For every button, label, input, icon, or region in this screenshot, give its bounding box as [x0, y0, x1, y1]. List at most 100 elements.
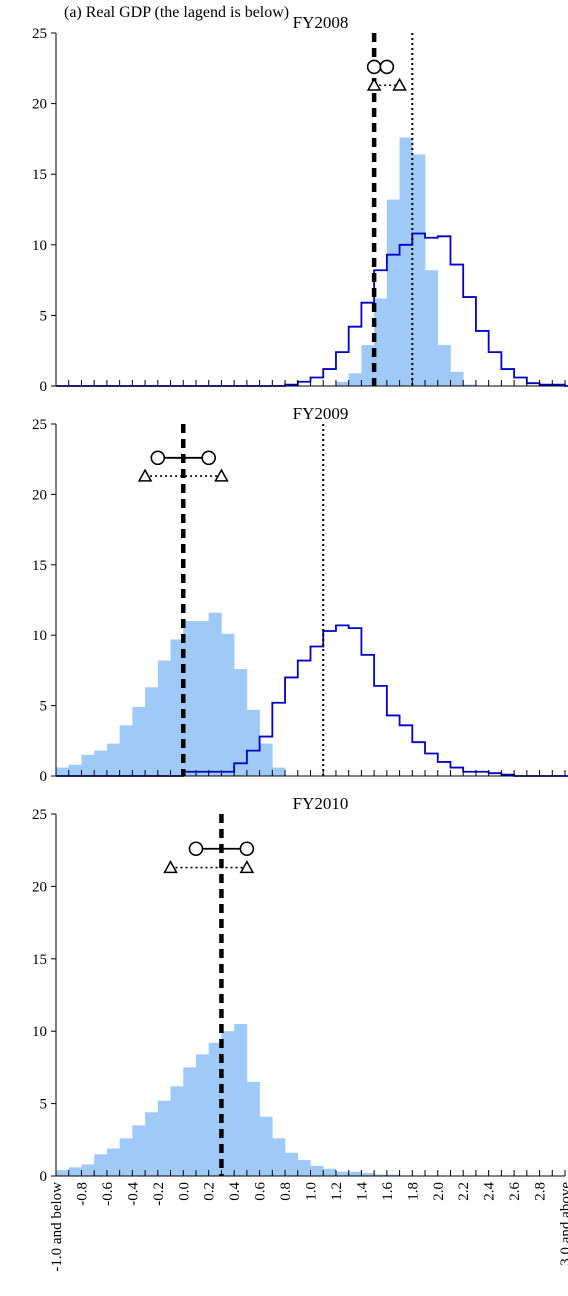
triangle-marker: [239, 860, 255, 874]
y-tick-label: 0: [40, 379, 48, 395]
y-tick-label: 15: [32, 952, 47, 968]
x-tick-label: 1.8: [405, 1182, 421, 1201]
histogram-bar: [399, 137, 413, 386]
histogram-bar: [412, 154, 426, 386]
histogram-bar: [106, 1148, 120, 1176]
circle-marker: [366, 59, 382, 75]
x-tick-label: 2.0: [431, 1182, 447, 1201]
histogram-bar: [272, 1138, 286, 1176]
histogram-bar: [348, 1171, 362, 1176]
histogram-bar: [170, 639, 184, 776]
x-tick-label: 3.0 and above: [558, 1182, 568, 1266]
y-tick-label: 10: [32, 628, 47, 644]
histogram-bar: [335, 381, 349, 386]
histogram-bar: [348, 373, 362, 386]
histogram-bar: [119, 725, 133, 776]
histogram-bar: [208, 612, 222, 776]
histogram-bar: [195, 621, 209, 776]
chart-panel-FY2008: 0 5 10 15 20 25 FY2008: [32, 13, 568, 395]
histogram-bar: [335, 1171, 349, 1176]
histogram-bar: [374, 298, 388, 386]
histogram-bar: [285, 1152, 299, 1176]
x-tick-label: 1.2: [329, 1182, 345, 1201]
x-tick-label: 0.6: [253, 1182, 269, 1201]
y-tick-label: 0: [40, 769, 48, 785]
histogram-bar: [170, 1086, 184, 1176]
y-tick-label: 20: [32, 879, 47, 895]
histogram-bar: [323, 1168, 337, 1176]
panel-title: FY2010: [293, 794, 349, 813]
histogram-bar: [297, 1160, 311, 1176]
y-tick-label: 25: [32, 417, 47, 433]
histogram-bar: [425, 270, 439, 386]
triangle-marker: [392, 77, 407, 91]
x-tick-label: -0.6: [100, 1182, 116, 1206]
circle-marker: [188, 841, 204, 857]
chart-panels: 0 5 10 15 20 25 FY2008 0 5 10 15 20 25 FY2009 0 5 10 15 20…: [32, 13, 568, 1185]
panel-title: FY2008: [293, 13, 349, 32]
y-tick-label: 15: [32, 558, 47, 574]
histogram-bar: [157, 1100, 171, 1176]
x-tick-label: -0.2: [151, 1182, 167, 1206]
histogram-bar: [119, 1138, 133, 1176]
x-tick-label: 0.2: [202, 1182, 218, 1201]
figure-header: (a) Real GDP (the lagend is below): [64, 4, 289, 21]
triangle-marker: [214, 468, 229, 482]
histogram-bar: [259, 743, 273, 776]
chart-panel-FY2009: 0 5 10 15 20 25 FY2009: [32, 404, 568, 785]
y-tick-label: 20: [32, 97, 47, 113]
x-tick-label: 2.8: [533, 1182, 549, 1201]
histogram-bar: [234, 668, 248, 776]
histogram-bar: [221, 1031, 235, 1176]
x-tick-label: -1.0 and below: [49, 1182, 65, 1272]
triangle-marker: [137, 468, 153, 482]
y-tick-label: 25: [32, 807, 47, 823]
triangle-marker: [163, 860, 178, 874]
histogram-bar: [183, 621, 197, 776]
histogram-bar: [145, 1112, 159, 1176]
histogram-bar: [132, 1125, 146, 1176]
circle-marker: [201, 450, 216, 466]
histogram-bar: [234, 1023, 248, 1176]
x-tick-label: 0.4: [227, 1182, 243, 1201]
histogram-bar: [463, 384, 477, 386]
histogram-bar: [56, 767, 70, 776]
histogram-bar: [437, 345, 451, 386]
x-tick-label: -0.4: [125, 1182, 141, 1206]
histogram-bar: [310, 1165, 324, 1176]
histogram-bar: [259, 1116, 273, 1176]
histogram-bar: [94, 750, 108, 776]
histogram-bar: [450, 371, 464, 386]
x-tick-label: -0.8: [74, 1182, 90, 1206]
previous-distribution-line: [56, 232, 568, 387]
histogram-bar: [272, 767, 286, 776]
histogram-bar: [157, 660, 171, 776]
y-tick-label: 0: [40, 1169, 48, 1185]
histogram-bar: [221, 633, 235, 776]
histogram-bar: [94, 1154, 108, 1176]
histogram-bar: [183, 1067, 197, 1176]
x-tick-label: 0.8: [278, 1182, 294, 1201]
histogram-bar: [68, 764, 82, 776]
y-tick-label: 20: [32, 487, 47, 503]
histogram-bar: [68, 1167, 82, 1176]
y-tick-label: 15: [32, 167, 47, 183]
x-tick-label: 1.6: [380, 1182, 396, 1201]
y-tick-label: 25: [32, 26, 47, 42]
histogram-bar: [361, 345, 375, 386]
x-tick-label: 1.4: [354, 1182, 370, 1201]
x-tick-label: 0.0: [176, 1182, 192, 1201]
histogram-bar: [81, 1164, 95, 1176]
x-tick-label: 1.0: [304, 1182, 320, 1201]
y-tick-label: 10: [32, 238, 47, 254]
circle-marker: [239, 841, 255, 857]
histogram-bar: [81, 754, 95, 776]
circle-marker: [150, 450, 166, 466]
y-tick-label: 5: [40, 1097, 48, 1113]
panel-title: FY2009: [293, 404, 349, 423]
x-tick-label: 2.6: [507, 1182, 523, 1201]
histogram-bar: [56, 1170, 70, 1176]
x-tick-label: 2.4: [482, 1182, 498, 1201]
histogram-bar: [208, 1042, 222, 1176]
